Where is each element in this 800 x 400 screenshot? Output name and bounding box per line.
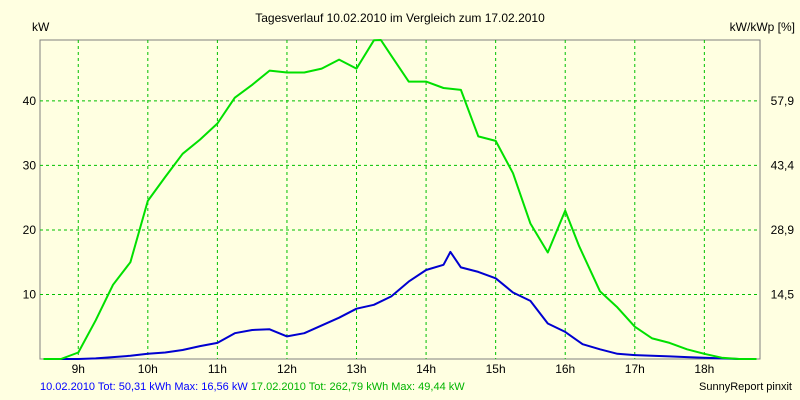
x-tick-label: 17h [625,362,645,376]
chart-title: Tagesverlauf 10.02.2010 im Vergleich zum… [255,11,545,25]
y-axis-label-right: kW/kWp [%] [730,20,795,34]
legend-2-date: 17.02.2010 [250,381,306,393]
y-left-tick-label: 10 [23,287,37,301]
legend-1-max: Max: 16,56 kW [174,381,248,393]
y-left-tick-label: 20 [23,223,37,237]
x-tick-label: 10h [138,362,158,376]
x-tick-label: 15h [486,362,506,376]
legend: 10.02.2010 Tot: 50,31 kWh Max: 16,56 kW … [40,381,465,393]
x-tick-label: 11h [208,362,227,376]
series-line-1 [43,250,757,360]
x-tick-label: 9h [72,362,85,376]
y-left-tick-label: 30 [23,158,37,172]
y-right-tick-label: 43,4 [771,158,795,172]
x-tick-label: 18h [694,362,714,376]
plot-frame [39,39,761,360]
legend-2-max: Max: 49,44 kW [391,381,465,393]
series-line-2 [43,39,757,360]
footer-credit: SunnyReport pinxit [699,381,792,393]
x-tick-label: 13h [347,362,367,376]
legend-series-1: 10.02.2010 Tot: 50,31 kWh Max: 16,56 kW [40,381,248,393]
legend-series-2: 17.02.2010 Tot: 262,79 kWh Max: 49,44 kW [251,381,465,393]
x-tick-label: 12h [277,362,297,376]
y-axis-label-left: kW [32,20,50,34]
x-tick-label: 14h [416,362,436,376]
y-left-tick-label: 40 [23,94,37,108]
y-right-tick-label: 14,5 [771,287,795,301]
y-right-tick-label: 28,9 [771,223,795,237]
x-tick-label: 16h [555,362,575,376]
legend-1-tot: Tot: 50,31 kWh [97,381,172,393]
y-right-tick-label: 57,9 [771,94,795,108]
legend-2-tot: Tot: 262,79 kWh [308,381,389,393]
legend-1-date: 10.02.2010 [40,381,96,393]
